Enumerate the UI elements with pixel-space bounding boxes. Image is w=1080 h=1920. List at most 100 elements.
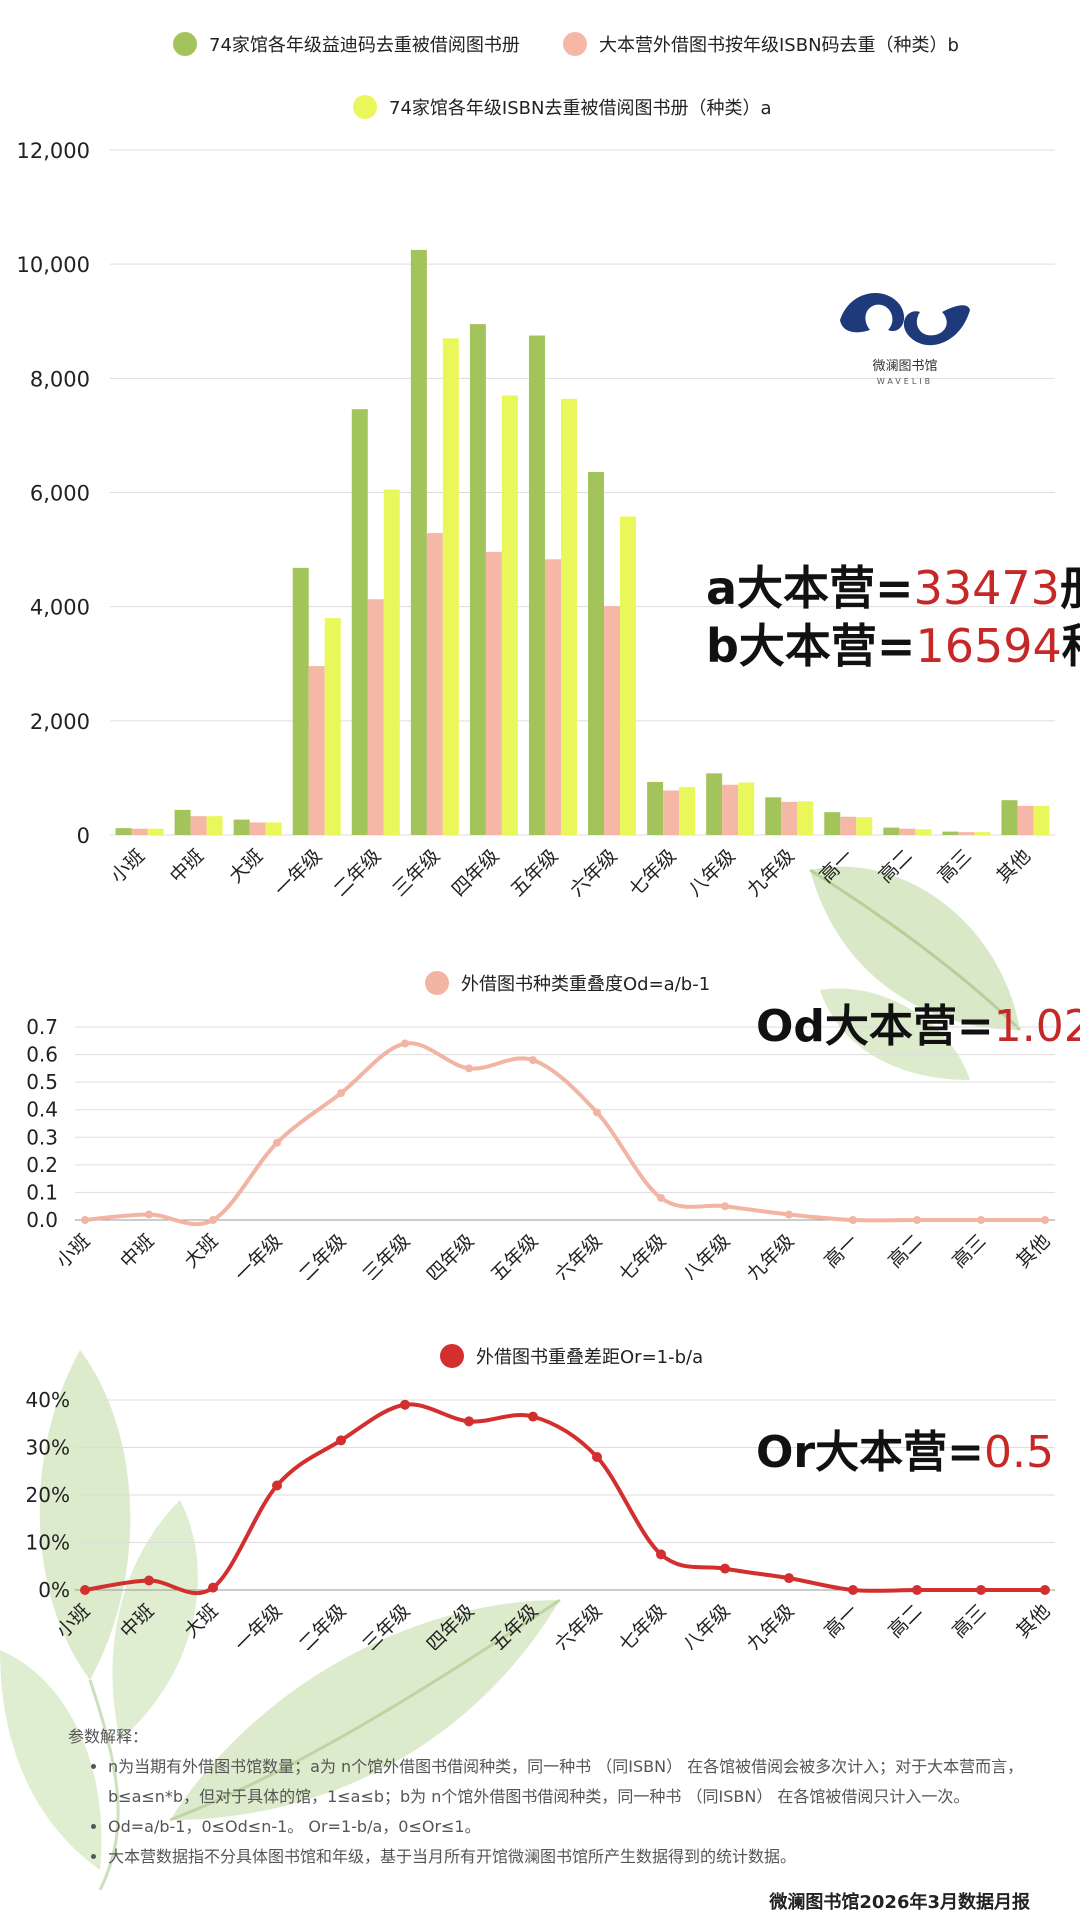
y-tick-label: 0.1 [26, 1180, 58, 1204]
bar [1017, 805, 1034, 835]
x-tick-label: 高一 [815, 845, 857, 887]
legend-marker [563, 32, 587, 56]
x-tick-label: 三年级 [389, 845, 445, 900]
data-point [272, 1480, 282, 1491]
x-tick-label: 六年级 [551, 1230, 607, 1280]
bar [115, 828, 132, 835]
x-tick-label: 七年级 [625, 845, 681, 900]
note-item: Od=a/b-1，0≤Od≤n-1。 Or=1-b/a，0≤Or≤1。 [108, 1812, 1048, 1842]
data-point [528, 1411, 538, 1422]
data-point [400, 1399, 410, 1410]
x-tick-label: 高二 [884, 1230, 926, 1272]
bar [249, 822, 266, 835]
line-chart-overlap-degree: 外借图书种类重叠度Od=a/b-1 0.0 0.1 0.2 0.3 0.4 0.5 0.6 0.… [26, 971, 1055, 1280]
x-tick-label: 二年级 [329, 845, 385, 900]
bar-chart-borrowed-books: 74家馆各年级益迪码去重被借阅图书册 大本营外借图书按年级ISBN码去重（种类）b… [17, 32, 1055, 900]
x-tick-label: 小班 [107, 845, 149, 887]
data-point [209, 1216, 217, 1224]
y-tick-label: 8,000 [30, 367, 90, 391]
x-tick-label: 八年级 [679, 1230, 735, 1280]
bar [765, 797, 782, 835]
x-tick-label: 高二 [884, 1600, 926, 1642]
x-tick-label: 大班 [225, 845, 267, 887]
y-tick-label: 10% [26, 1531, 70, 1555]
x-tick-label: 七年级 [615, 1600, 671, 1650]
bar [840, 816, 857, 835]
line-chart-overlap-gap: 外借图书重叠差距Or=1-b/a 0% 10% 20% 30% 40% 小班 中班 大班 一年级二… [26, 1344, 1055, 1650]
x-tick-label: 高一 [820, 1600, 862, 1642]
y-tick-label: 0.3 [26, 1125, 58, 1149]
legend-marker [440, 1344, 464, 1368]
svg-text:微澜图书馆: 微澜图书馆 [872, 359, 937, 374]
x-tick-label: 六年级 [566, 845, 622, 900]
bar [899, 828, 916, 835]
bar [501, 395, 518, 835]
x-tick-label: 八年级 [684, 845, 740, 900]
report-footer: 微澜图书馆2026年3月数据月报 [769, 1892, 1030, 1913]
legend-label: 大本营外借图书按年级ISBN码去重（种类）b [599, 35, 959, 56]
bar [588, 471, 605, 835]
y-tick-label: 0.4 [26, 1098, 58, 1122]
x-tick-label: 四年级 [423, 1600, 479, 1650]
y-tick-label: 6,000 [30, 482, 90, 506]
data-point [848, 1585, 858, 1595]
x-tick-label: 四年级 [448, 845, 504, 900]
y-tick-label: 4,000 [30, 596, 90, 620]
x-tick-label: 中班 [116, 1230, 158, 1272]
legend-label: 外借图书重叠差距Or=1-b/a [476, 1347, 703, 1368]
bar [147, 828, 164, 835]
x-tick-label: 四年级 [423, 1230, 479, 1280]
x-tick-label: 一年级 [231, 1600, 287, 1650]
bar [824, 812, 841, 835]
bar [426, 533, 443, 835]
y-tick-label: 0 [77, 824, 90, 848]
data-point [784, 1573, 794, 1584]
x-tick-label: 五年级 [487, 1230, 543, 1280]
y-tick-label: 0.2 [26, 1153, 58, 1177]
legend-label: 外借图书种类重叠度Od=a/b-1 [461, 974, 710, 995]
bar [544, 559, 561, 835]
data-point [145, 1210, 153, 1219]
notes-list: n为当期有外借图书馆数量；a为 n个馆外借图书借阅种类，同一种书 （同ISBN）… [68, 1752, 1048, 1872]
bar [604, 606, 621, 835]
bar [174, 809, 191, 835]
bar [958, 832, 975, 835]
bar [383, 489, 400, 835]
x-tick-label: 其他 [1012, 1600, 1054, 1642]
note-item: 大本营数据指不分具体图书馆和年级，基于当月所有开馆微澜图书馆所产生数据得到的统计… [108, 1842, 1048, 1872]
data-point [80, 1585, 90, 1595]
bar [856, 817, 873, 835]
x-tick-label: 高三 [948, 1230, 990, 1272]
x-tick-label: 中班 [116, 1600, 158, 1642]
x-tick-label: 大班 [180, 1230, 222, 1272]
bar [722, 784, 739, 835]
series-line [84, 1041, 1045, 1227]
bar [410, 249, 427, 836]
bar [620, 516, 637, 835]
bar [883, 827, 900, 835]
stat-od-total: Od大本营=1.02 [756, 1001, 1080, 1052]
bar [974, 832, 991, 835]
y-tick-label: 0.7 [26, 1015, 58, 1039]
bar [190, 816, 207, 835]
legend-marker [425, 971, 449, 995]
bar [706, 773, 723, 835]
notes-title: 参数解释： [68, 1727, 149, 1746]
bar [1001, 800, 1018, 835]
bar [233, 819, 250, 835]
parameter-notes: 参数解释： n为当期有外借图书馆数量；a为 n个馆外借图书借阅种类，同一种书 （… [68, 1722, 1048, 1872]
note-item: n为当期有外借图书馆数量；a为 n个馆外借图书借阅种类，同一种书 （同ISBN）… [108, 1752, 1048, 1812]
data-point [81, 1216, 89, 1224]
x-tick-label: 九年级 [743, 1600, 799, 1650]
bar [647, 781, 664, 835]
x-tick-label: 高二 [874, 845, 916, 887]
bar [442, 338, 459, 835]
legend-marker [353, 95, 377, 119]
x-tick-label: 中班 [166, 845, 208, 887]
x-tick-label: 高一 [820, 1230, 862, 1272]
x-tick-label: 二年级 [295, 1600, 351, 1650]
y-tick-label: 12,000 [17, 139, 90, 163]
y-tick-label: 0.6 [26, 1043, 58, 1067]
data-point [273, 1138, 281, 1147]
data-point [656, 1549, 666, 1560]
